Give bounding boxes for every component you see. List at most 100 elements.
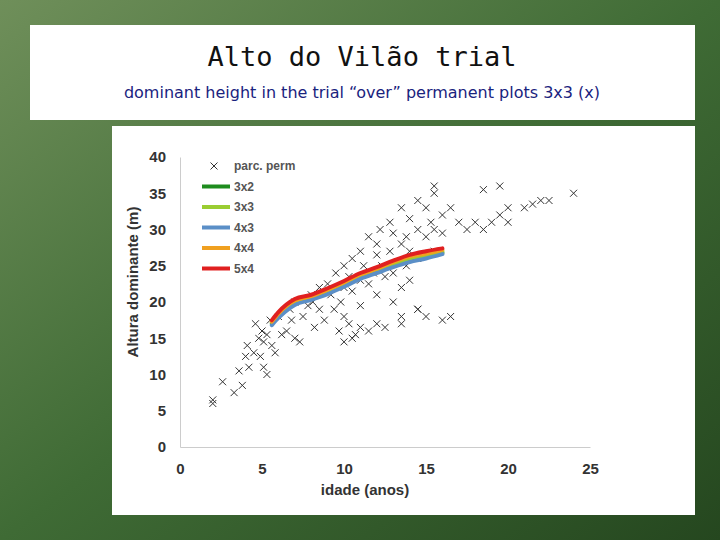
scatter-point (390, 270, 397, 277)
tick: 0 (158, 438, 180, 455)
scatter-point (259, 328, 266, 335)
plot-area (209, 183, 577, 408)
scatter-point (439, 317, 446, 324)
background (0, 0, 720, 540)
scatter-point (357, 302, 364, 309)
series-line (272, 248, 443, 320)
tick-label: 15 (418, 460, 435, 477)
scatter-point (316, 306, 323, 313)
scatter-point (382, 324, 389, 331)
tick-label: 15 (149, 330, 166, 347)
scatter-point (236, 367, 243, 374)
scatter-point (311, 324, 318, 331)
tick: 40 (149, 148, 180, 165)
scatter-point (546, 197, 553, 204)
scatter-point (496, 212, 503, 219)
y-axis-title: Altura dominante (m) (124, 207, 141, 358)
legend: parc. perm3x23x34x34x45x4 (202, 159, 295, 276)
tick: 5 (158, 402, 180, 419)
legend-swatch (202, 246, 230, 250)
tick: 5 (258, 447, 266, 477)
scatter-point (244, 342, 251, 349)
scatter-point (496, 183, 503, 190)
scatter-point (300, 313, 307, 320)
scatter-point (239, 382, 246, 389)
scatter-point (365, 233, 372, 240)
tick: 30 (149, 221, 180, 238)
legend-label: 3x3 (234, 200, 254, 214)
scatter-point (257, 353, 264, 360)
legend-swatch (211, 163, 218, 170)
legend-label: 5x4 (234, 262, 254, 276)
scatter-point (373, 291, 380, 298)
scatter-point (357, 248, 364, 255)
scatter-point (336, 328, 343, 335)
scatter-point (263, 331, 270, 338)
scatter-point (263, 371, 270, 378)
scatter-point (439, 230, 446, 237)
scatter-point (252, 320, 259, 327)
scatter-point (423, 233, 430, 240)
scatter-point (373, 320, 380, 327)
tick-label: 0 (158, 438, 166, 455)
scatter-point (250, 349, 257, 356)
scatter-point (209, 396, 216, 403)
scatter-point (331, 306, 338, 313)
legend-item: 4x3 (202, 221, 254, 235)
y-axis: 0510152025303540 (149, 148, 180, 455)
scatter-point (357, 324, 364, 331)
series-line (272, 250, 443, 322)
tick-label: 0 (176, 460, 184, 477)
tick-label: 10 (336, 460, 353, 477)
scatter-point (231, 389, 238, 396)
scatter-point (373, 241, 380, 248)
tick: 20 (149, 293, 180, 310)
legend-label: parc. perm (234, 159, 295, 173)
tick-label: 25 (582, 460, 599, 477)
tick-label: 20 (500, 460, 517, 477)
scatter-point (480, 226, 487, 233)
scatter-point (431, 190, 438, 197)
legend-item: 4x4 (202, 241, 254, 255)
scatter-point (398, 241, 405, 248)
series-line (272, 254, 443, 325)
tick-label: 5 (258, 460, 266, 477)
chart-panel (112, 126, 695, 515)
tick-label: 10 (149, 366, 166, 383)
tick: 0 (176, 447, 184, 477)
subtitle: dominant height in the trial “over” perm… (124, 83, 600, 102)
legend-swatch (202, 267, 230, 271)
scatter-point (488, 219, 495, 226)
scatter-point (398, 320, 405, 327)
scatter-point (341, 313, 348, 320)
slide: Alto do Vilão trialdominant height in th… (0, 0, 720, 540)
tick: 10 (149, 366, 180, 383)
legend-item: 3x3 (202, 200, 254, 214)
tick: 15 (418, 447, 435, 477)
scatter-point (209, 400, 216, 407)
scatter-point (414, 226, 421, 233)
scatter-point (398, 204, 405, 211)
legend-item: parc. perm (211, 159, 296, 173)
scatter-point (423, 313, 430, 320)
scatter-point (345, 320, 352, 327)
scatter-point (373, 251, 380, 258)
scatter-point (480, 186, 487, 193)
scatter-point (260, 338, 267, 345)
scatter-point (386, 248, 393, 255)
scatter-point (219, 378, 226, 385)
legend-label: 4x4 (234, 241, 254, 255)
scatter-point (505, 204, 512, 211)
header-panel (30, 25, 695, 120)
scatter-point (447, 204, 454, 211)
scatter-point (529, 201, 536, 208)
scatter-point (537, 197, 544, 204)
legend-label: 4x3 (234, 221, 254, 235)
tick-label: 25 (149, 257, 166, 274)
legend-item: 5x4 (202, 262, 254, 276)
scatter-point (337, 299, 344, 306)
scatter-point (570, 190, 577, 197)
scatter-point (341, 262, 348, 269)
scatter-point (360, 262, 367, 269)
axis-line (180, 158, 181, 448)
